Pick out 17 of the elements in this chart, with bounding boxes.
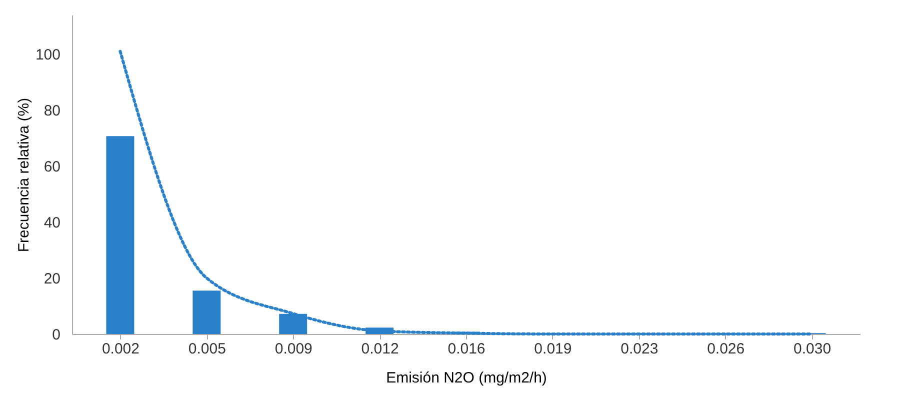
x-tick-label: 0.012 bbox=[361, 340, 399, 358]
y-tick-label: 0 bbox=[52, 326, 60, 344]
x-tick-label: 0.023 bbox=[620, 340, 658, 358]
x-tick-label: 0.009 bbox=[274, 340, 312, 358]
x-tick-label: 0.019 bbox=[534, 340, 572, 358]
y-tick-label: 20 bbox=[44, 270, 60, 288]
x-tick-label: 0.026 bbox=[707, 340, 745, 358]
y-axis-title: Frecuencia relativa (%) bbox=[15, 98, 32, 252]
y-tick-label: 100 bbox=[35, 46, 60, 64]
x-tick-label: 0.005 bbox=[188, 340, 226, 358]
x-tick-label: 0.030 bbox=[794, 340, 832, 358]
y-tick-label: 40 bbox=[44, 214, 60, 232]
y-tick-label: 60 bbox=[44, 158, 60, 176]
x-tick-label: 0.016 bbox=[448, 340, 486, 358]
y-tick-label: 80 bbox=[44, 102, 60, 120]
x-tick-label: 0.002 bbox=[102, 340, 140, 358]
x-axis-title: Emisión N2O (mg/m2/h) bbox=[386, 370, 547, 386]
